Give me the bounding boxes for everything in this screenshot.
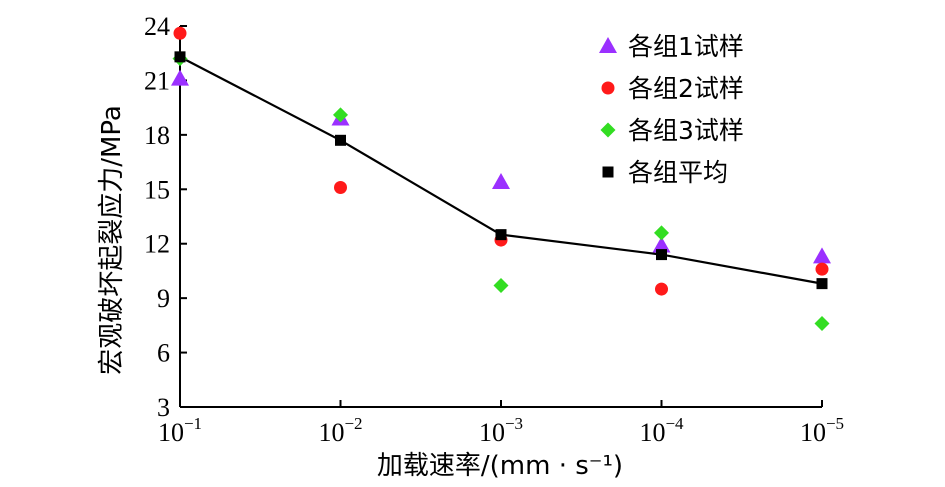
x-axis-title: 加载速率/(mm · s⁻¹) (377, 451, 623, 481)
legend-label: 各组1试样 (628, 32, 744, 61)
data-point-circle (655, 282, 668, 296)
legend-marker-square (602, 166, 614, 178)
data-points (171, 26, 831, 332)
data-point-diamond (814, 316, 830, 332)
data-point-triangle (813, 247, 831, 264)
data-point-square (656, 249, 667, 261)
legend-marker-diamond (600, 122, 616, 138)
legend-label: 各组2试样 (628, 74, 744, 103)
y-tick-label: 24 (144, 12, 170, 41)
data-point-square (335, 134, 346, 146)
x-tick-label: 10−1 (158, 414, 202, 447)
y-tick-label: 18 (144, 121, 170, 150)
data-point-square (816, 278, 828, 290)
data-point-diamond (493, 277, 509, 293)
legend-marker-triangle (599, 37, 617, 53)
x-tick-label: 10−2 (318, 414, 362, 447)
data-point-square (495, 229, 507, 241)
y-tick-label: 3 (157, 393, 170, 422)
data-point-triangle (171, 69, 189, 86)
y-tick-label: 15 (144, 175, 170, 204)
x-tick-label: 10−4 (639, 414, 684, 447)
y-tick-label: 12 (144, 230, 170, 259)
legend-marker-circle (601, 81, 615, 95)
data-point-circle (173, 26, 187, 40)
data-point-square (174, 51, 186, 63)
legend-label: 各组平均 (628, 158, 728, 187)
x-tick-label: 10−3 (479, 414, 523, 447)
data-point-circle (815, 262, 829, 276)
y-tick-label: 9 (157, 284, 170, 313)
data-point-triangle (652, 236, 671, 253)
data-point-circle (334, 180, 347, 194)
x-tick-label: 10−5 (800, 414, 844, 447)
legend-label: 各组3试样 (628, 116, 744, 145)
data-point-diamond (654, 225, 669, 241)
data-point-diamond (333, 107, 348, 123)
y-tick-label: 6 (157, 339, 170, 368)
y-tick-label: 21 (144, 66, 170, 95)
y-axis-title: 宏观破坏起裂应力/MPa (97, 105, 127, 375)
data-point-triangle (492, 173, 510, 190)
